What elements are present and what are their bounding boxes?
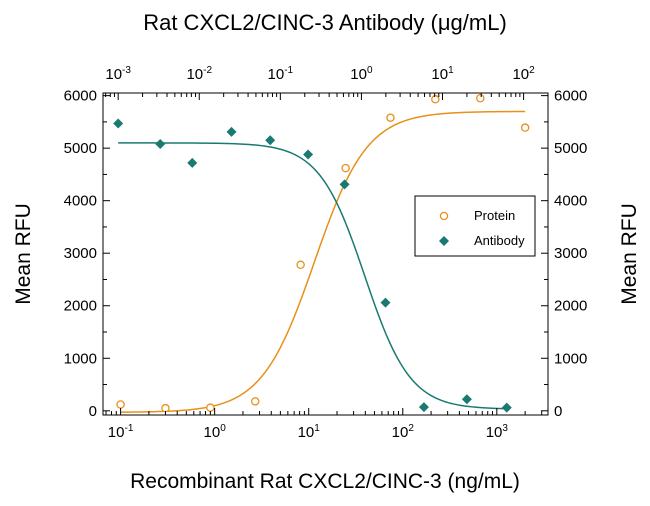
x-axis-tick-label: 102 (392, 423, 415, 441)
plot-frame (102, 92, 549, 416)
y2-axis-label: Mean RFU (618, 203, 641, 305)
legend-box (414, 195, 536, 257)
data-point-antibody (418, 402, 429, 413)
data-point-protein (520, 123, 530, 132)
data-point-antibody (187, 157, 198, 168)
y-axis-tick-label: 0 (89, 403, 97, 420)
y-axis-tick-label: 2000 (64, 298, 97, 315)
y2-axis-tick-label: 2000 (554, 298, 587, 315)
y2-axis-tick-label: 0 (554, 403, 562, 420)
x-axis-tick-label: 101 (298, 423, 321, 441)
fit-curve-antibody (118, 142, 507, 410)
data-point-antibody (265, 135, 276, 146)
y2-axis-tick-label: 1000 (554, 350, 587, 367)
data-point-protein (116, 400, 125, 409)
y2-axis-tick-label: 6000 (554, 88, 587, 105)
y2-axis-tick-label: 5000 (554, 140, 587, 157)
data-point-protein (161, 403, 170, 413)
data-point-protein (341, 163, 350, 173)
data-point-protein (206, 403, 215, 412)
legend-marker-antibody (439, 236, 449, 246)
y-axis-tick-label: 3000 (64, 245, 97, 262)
data-point-antibody (461, 394, 472, 405)
chart-title: Rat CXCL2/CINC-3 Antibody (μg/mL) (143, 10, 507, 35)
legend-label-antibody: Antibody (474, 233, 525, 248)
y-axis-tick-label: 4000 (64, 193, 97, 210)
data-point-antibody (380, 297, 391, 308)
data-point-antibody (339, 179, 350, 190)
plot-area (113, 94, 530, 413)
y2-axis-tick-label: 4000 (554, 193, 587, 210)
data-point-antibody (113, 118, 124, 129)
data-point-protein (250, 397, 260, 406)
x2-axis-tick-label: 100 (350, 65, 373, 83)
data-point-protein (296, 260, 305, 270)
y2-axis-tick-label: 3000 (554, 245, 587, 262)
data-point-antibody (303, 149, 314, 160)
x2-axis-tick-label: 102 (512, 65, 535, 83)
data-point-antibody (155, 138, 166, 149)
x-axis-tick-label: 10-1 (108, 423, 134, 441)
legend-marker-protein (439, 211, 449, 221)
x2-axis-tick-label: 10-3 (105, 65, 131, 83)
data-point-protein (476, 94, 485, 103)
y-axis-tick-label: 5000 (64, 140, 97, 157)
data-point-antibody (501, 402, 512, 413)
x-axis-tick-label: 100 (204, 423, 227, 441)
data-point-antibody (226, 126, 237, 137)
y-axis-tick-label: 1000 (64, 350, 97, 367)
x-axis-label: Recombinant Rat CXCL2/CINC-3 (ng/mL) (130, 470, 520, 493)
x-axis-tick-label: 103 (486, 423, 509, 441)
y-axis-label: Mean RFU (12, 203, 35, 305)
x2-axis-tick-label: 101 (431, 65, 454, 83)
x2-axis-tick-label: 10-1 (268, 65, 294, 83)
y-axis-tick-label: 6000 (64, 88, 97, 105)
legend-label-protein: Protein (474, 208, 515, 223)
x2-axis-tick-label: 10-2 (186, 65, 212, 83)
data-point-protein (431, 95, 440, 104)
legend: Protein Antibody (414, 195, 536, 257)
fit-curve-protein (120, 110, 526, 413)
data-point-protein (386, 113, 395, 122)
